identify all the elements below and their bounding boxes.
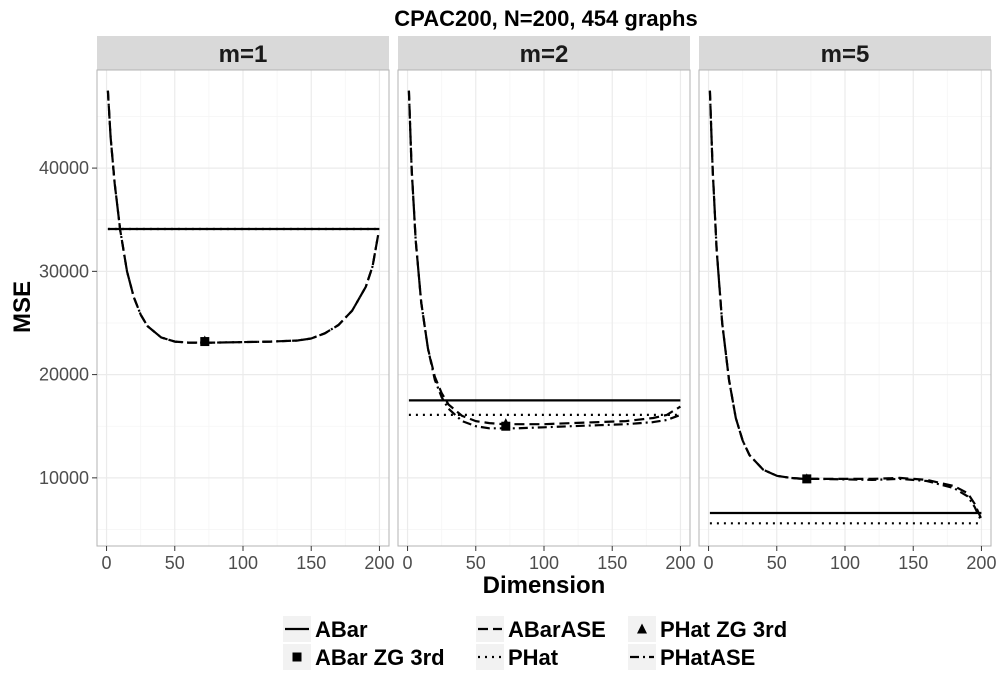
panel-strip xyxy=(398,36,690,70)
x-tick-label: 100 xyxy=(529,553,559,573)
x-tick-label: 200 xyxy=(364,553,394,573)
x-tick-label: 50 xyxy=(466,553,486,573)
legend-label: PHatASE xyxy=(660,645,755,670)
panel-strip-label: m=1 xyxy=(219,41,268,68)
y-tick-label: 30000 xyxy=(39,261,89,281)
x-tick-label: 0 xyxy=(102,553,112,573)
series-abarase xyxy=(106,90,380,344)
x-tick-label: 200 xyxy=(966,553,996,573)
panel-strip-label: m=5 xyxy=(821,41,870,68)
panel-strip xyxy=(97,36,389,70)
x-tick-label: 100 xyxy=(830,553,860,573)
legend-item-phat: PHat xyxy=(476,644,559,670)
legend-key-triangle xyxy=(637,623,647,634)
legend-label: ABar xyxy=(315,617,368,642)
x-tick-label: 50 xyxy=(767,553,787,573)
series-abarase xyxy=(407,90,681,426)
panel-1: m=1 0 50 100 150 200 10000 20000 30000 40000 xyxy=(39,36,394,573)
legend-item-phat-zg-3rd: PHat ZG 3rd xyxy=(628,616,787,642)
legend-label: PHat ZG 3rd xyxy=(660,617,787,642)
x-tick-label: 150 xyxy=(296,553,326,573)
marker-phat-zg-3rd xyxy=(501,418,511,428)
y-axis-title: MSE xyxy=(9,281,36,333)
x-tick-label: 100 xyxy=(228,553,258,573)
legend-label: ABarASE xyxy=(508,617,606,642)
x-tick-label: 0 xyxy=(403,553,413,573)
y-tick-label: 20000 xyxy=(39,365,89,385)
chart-title: CPAC200, N=200, 454 graphs xyxy=(394,6,697,31)
legend-key-square xyxy=(292,652,302,662)
legend-label: PHat xyxy=(508,645,559,670)
marker-phat-zg-3rd xyxy=(802,473,812,483)
legend-item-abarase: ABarASE xyxy=(476,616,606,642)
legend-label: ABar ZG 3rd xyxy=(315,645,445,670)
x-tick-label: 150 xyxy=(898,553,928,573)
x-tick-label: 200 xyxy=(665,553,695,573)
legend: ABar ABarASE PHat ZG 3rd ABar ZG 3rd PHat PHa… xyxy=(283,616,787,670)
series-abarase xyxy=(708,90,983,520)
panel-strip-label: m=2 xyxy=(520,41,569,68)
x-tick-label: 0 xyxy=(704,553,714,573)
series-phatase xyxy=(708,90,983,522)
series-phatase xyxy=(407,90,681,430)
x-tick-label: 50 xyxy=(165,553,185,573)
y-tick-label: 10000 xyxy=(39,468,89,488)
x-axis-title: Dimension xyxy=(483,572,606,599)
legend-item-abar: ABar xyxy=(283,616,368,642)
legend-item-phatase: PHatASE xyxy=(628,644,755,670)
marker-phat-zg-3rd xyxy=(200,335,210,345)
y-tick-label: 40000 xyxy=(39,158,89,178)
panels: m=1 0 50 100 150 200 10000 20000 30000 40000 m=2 0 5… xyxy=(39,36,996,573)
x-tick-label: 150 xyxy=(597,553,627,573)
panel-2: m=2 0 50 100 150 200 xyxy=(397,36,695,573)
panel-3: m=5 0 50 100 150 200 xyxy=(698,36,996,573)
panel-strip xyxy=(699,36,991,70)
legend-item-abar-zg-3rd: ABar ZG 3rd xyxy=(283,644,445,670)
